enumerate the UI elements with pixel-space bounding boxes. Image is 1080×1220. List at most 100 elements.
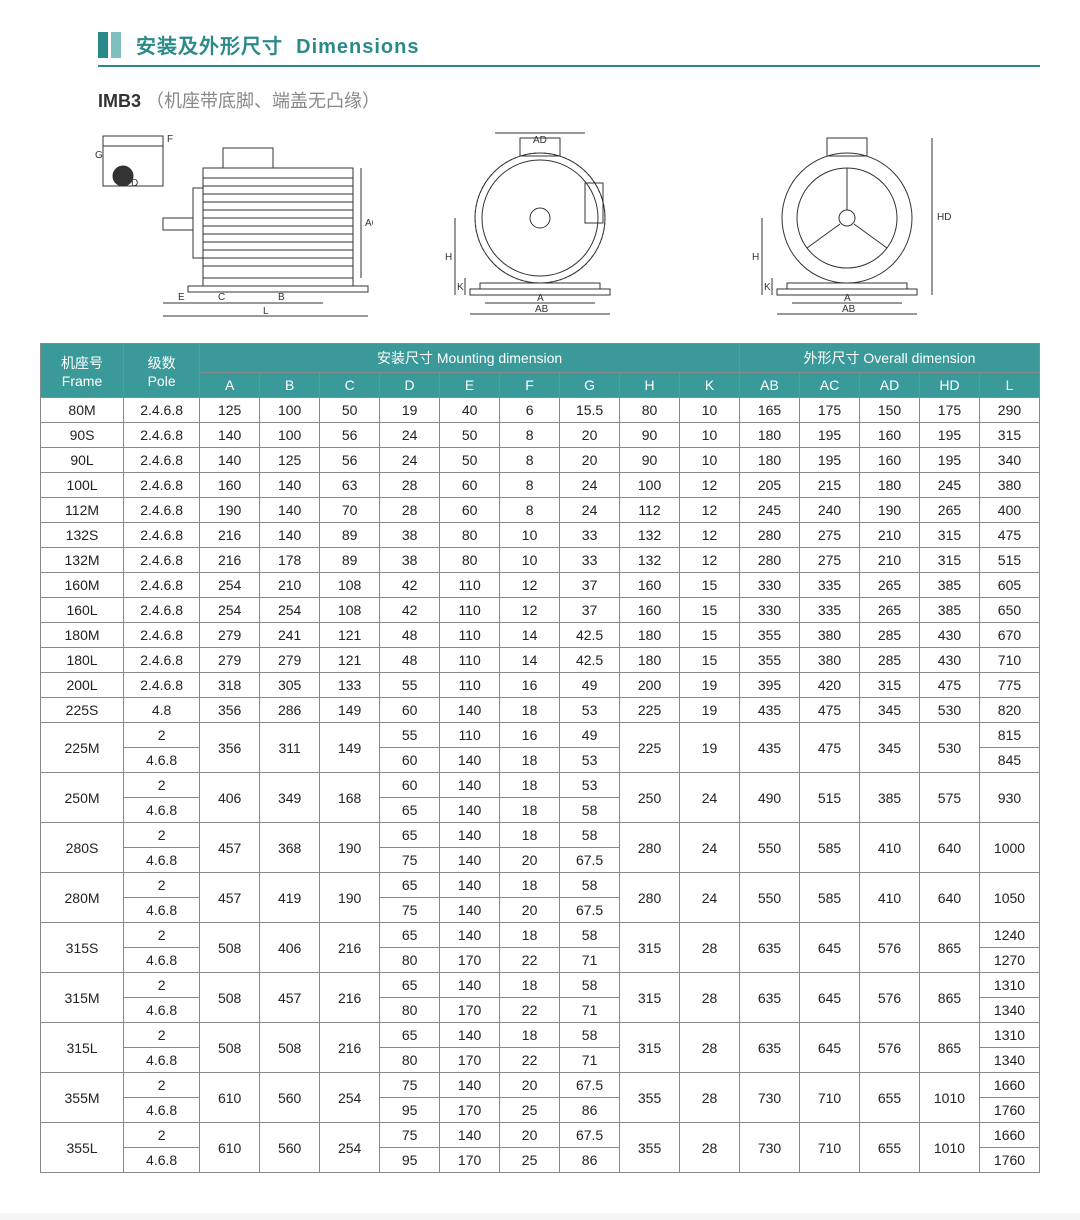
cell: 12 bbox=[680, 523, 740, 548]
cell: 865 bbox=[919, 923, 979, 973]
cell: 18 bbox=[500, 798, 560, 823]
cell: 635 bbox=[740, 923, 800, 973]
th-G: G bbox=[560, 373, 620, 398]
svg-text:A: A bbox=[844, 293, 851, 304]
cell: 125 bbox=[260, 448, 320, 473]
cell: 28 bbox=[680, 923, 740, 973]
cell: 254 bbox=[320, 1073, 380, 1123]
cell: 133 bbox=[320, 673, 380, 698]
cell: 89 bbox=[320, 523, 380, 548]
cell: 285 bbox=[860, 648, 920, 673]
cell: 345 bbox=[860, 698, 920, 723]
table-row: 315M250845721665140185831528635645576865… bbox=[41, 973, 1040, 998]
cell: 132 bbox=[620, 548, 680, 573]
diagram-rear-view: HD H K A AB bbox=[693, 128, 1000, 318]
cell: 1340 bbox=[979, 1048, 1039, 1073]
cell: 165 bbox=[740, 398, 800, 423]
cell: 216 bbox=[320, 923, 380, 973]
cell: 865 bbox=[919, 973, 979, 1023]
th-K: K bbox=[680, 373, 740, 398]
cell: 315 bbox=[860, 673, 920, 698]
section-title-text: 安装及外形尺寸 Dimensions bbox=[136, 30, 419, 59]
cell: 80 bbox=[440, 523, 500, 548]
cell: 90S bbox=[41, 423, 124, 448]
cell: 380 bbox=[979, 473, 1039, 498]
section-title-cn: 安装及外形尺寸 bbox=[136, 36, 283, 58]
cell: 140 bbox=[440, 1023, 500, 1048]
cell: 4.8 bbox=[124, 698, 200, 723]
subtitle-code: IMB3 bbox=[98, 91, 141, 111]
cell: 18 bbox=[500, 748, 560, 773]
cell: 58 bbox=[560, 923, 620, 948]
cell: 80 bbox=[620, 398, 680, 423]
cell: 205 bbox=[740, 473, 800, 498]
th-AB: AB bbox=[740, 373, 800, 398]
cell: 50 bbox=[440, 448, 500, 473]
cell: 140 bbox=[260, 523, 320, 548]
cell: 25 bbox=[500, 1148, 560, 1173]
table-row: 80M2.4.6.8125100501940615.58010165175150… bbox=[41, 398, 1040, 423]
cell: 315L bbox=[41, 1023, 124, 1073]
cell: 2.4.6.8 bbox=[124, 573, 200, 598]
cell: 140 bbox=[260, 498, 320, 523]
cell: 730 bbox=[740, 1073, 800, 1123]
cell: 24 bbox=[680, 773, 740, 823]
cell: 10 bbox=[500, 523, 560, 548]
cell: 100 bbox=[260, 398, 320, 423]
cell: 1010 bbox=[919, 1073, 979, 1123]
th-E: E bbox=[440, 373, 500, 398]
cell: 168 bbox=[320, 773, 380, 823]
cell: 20 bbox=[500, 898, 560, 923]
cell: 110 bbox=[440, 623, 500, 648]
cell: 250 bbox=[620, 773, 680, 823]
cell: 95 bbox=[380, 1098, 440, 1123]
cell: 1340 bbox=[979, 998, 1039, 1023]
cell: 48 bbox=[380, 648, 440, 673]
cell: 53 bbox=[560, 773, 620, 798]
cell: 170 bbox=[440, 998, 500, 1023]
cell: 576 bbox=[860, 973, 920, 1023]
cell: 15 bbox=[680, 573, 740, 598]
cell: 90L bbox=[41, 448, 124, 473]
cell: 4.6.8 bbox=[124, 748, 200, 773]
svg-text:B: B bbox=[278, 292, 285, 303]
cell: 140 bbox=[440, 698, 500, 723]
cell: 19 bbox=[680, 723, 740, 773]
cell: 2 bbox=[124, 1073, 200, 1098]
cell: 1310 bbox=[979, 973, 1039, 998]
svg-text:K: K bbox=[764, 282, 771, 293]
cell: 28 bbox=[380, 498, 440, 523]
cell: 25 bbox=[500, 1098, 560, 1123]
cell: 60 bbox=[380, 698, 440, 723]
cell: 4.6.8 bbox=[124, 948, 200, 973]
cell: 1310 bbox=[979, 1023, 1039, 1048]
subtitle-note: （机座带底脚、端盖无凸缘） bbox=[146, 91, 380, 111]
cell: 15 bbox=[680, 623, 740, 648]
cell: 49 bbox=[560, 723, 620, 748]
cell: 311 bbox=[260, 723, 320, 773]
cell: 4.6.8 bbox=[124, 1048, 200, 1073]
cell: 2.4.6.8 bbox=[124, 673, 200, 698]
table-row: 280S245736819065140185828024550585410640… bbox=[41, 823, 1040, 848]
cell: 710 bbox=[800, 1073, 860, 1123]
section-title: 安装及外形尺寸 Dimensions bbox=[98, 30, 1040, 67]
cell: 1760 bbox=[979, 1098, 1039, 1123]
cell: 775 bbox=[979, 673, 1039, 698]
cell: 110 bbox=[440, 573, 500, 598]
cell: 65 bbox=[380, 798, 440, 823]
cell: 355 bbox=[620, 1073, 680, 1123]
cell: 180L bbox=[41, 648, 124, 673]
cell: 53 bbox=[560, 748, 620, 773]
cell: 254 bbox=[260, 598, 320, 623]
cell: 89 bbox=[320, 548, 380, 573]
cell: 315 bbox=[919, 523, 979, 548]
cell: 95 bbox=[380, 1148, 440, 1173]
th-pole: 级数 Pole bbox=[124, 344, 200, 398]
cell: 400 bbox=[979, 498, 1039, 523]
cell: 605 bbox=[979, 573, 1039, 598]
cell: 160M bbox=[41, 573, 124, 598]
cell: 12 bbox=[500, 598, 560, 623]
cell: 178 bbox=[260, 548, 320, 573]
cell: 180M bbox=[41, 623, 124, 648]
cell: 2.4.6.8 bbox=[124, 548, 200, 573]
